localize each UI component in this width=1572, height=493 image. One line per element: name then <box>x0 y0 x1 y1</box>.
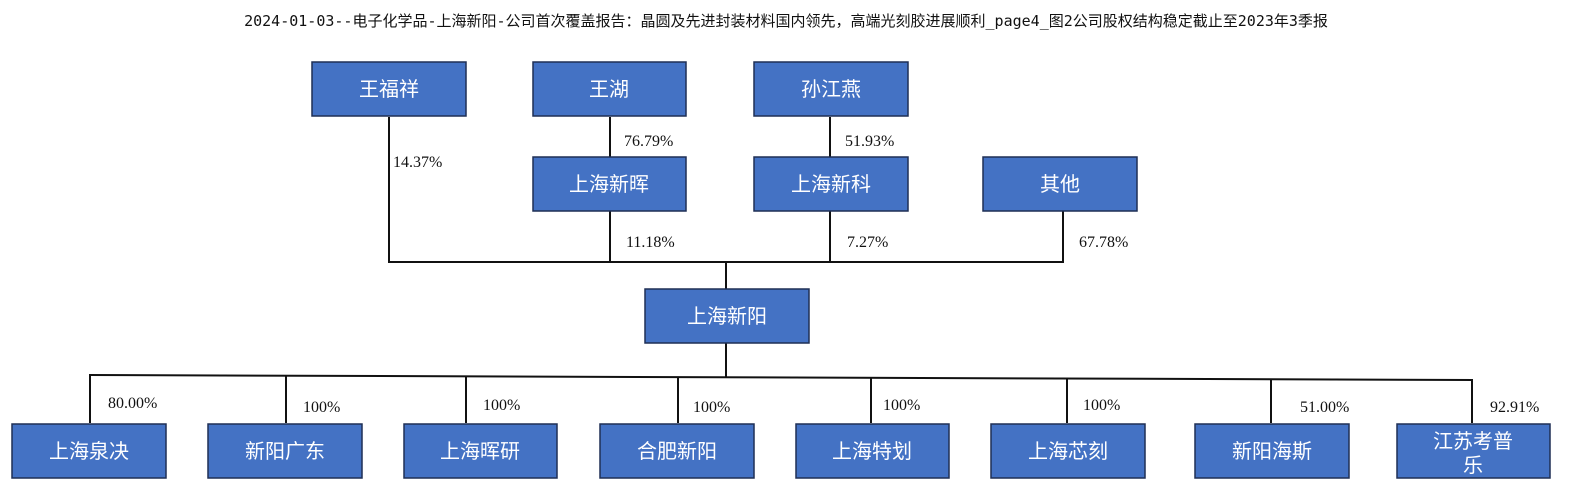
share-tehua: 100% <box>883 397 920 414</box>
node-label: 上海新阳 <box>687 304 767 328</box>
node-label-line2: 乐 <box>1463 453 1483 477</box>
node-label: 上海晖研 <box>440 439 520 463</box>
node-wang-hu: 王湖 <box>532 61 687 117</box>
connector-lines <box>88 117 1474 423</box>
share-wangfuxiang-xinyang: 14.37% <box>393 154 442 171</box>
node-label: 合肥新阳 <box>637 439 717 463</box>
node-label: 孙江燕 <box>801 77 861 101</box>
node-jiangsu-kaopule: 江苏考普 乐 <box>1396 423 1551 479</box>
node-label: 上海新晖 <box>569 172 649 196</box>
share-kaopule: 92.91% <box>1490 399 1539 416</box>
share-others-xinyang: 67.78% <box>1079 234 1128 251</box>
share-sun-xinke: 51.93% <box>845 133 894 150</box>
node-sh-tehua: 上海特划 <box>795 423 950 479</box>
node-xinyang-haisi: 新阳海斯 <box>1194 423 1350 479</box>
share-xinke2: 100% <box>1083 397 1120 414</box>
share-xinhui-xinyang: 11.18% <box>626 234 675 251</box>
node-label: 王福祥 <box>359 77 419 101</box>
node-sh-huiyan: 上海晖研 <box>403 423 558 479</box>
node-sh-quanjue: 上海泉决 <box>11 423 167 479</box>
node-sh-xinke-chip: 上海芯刻 <box>990 423 1146 479</box>
share-haisi: 51.00% <box>1300 399 1349 416</box>
lower-bus <box>88 374 1474 381</box>
node-label: 新阳海斯 <box>1232 439 1312 463</box>
node-label: 王湖 <box>589 77 629 101</box>
node-sun-jiangyan: 孙江燕 <box>753 61 909 117</box>
node-xinyang-guangdong: 新阳广东 <box>207 423 363 479</box>
node-others: 其他 <box>982 156 1138 212</box>
share-guangdong: 100% <box>303 399 340 416</box>
share-xinke-xinyang: 7.27% <box>847 234 888 251</box>
share-wanghu-xinhui: 76.79% <box>624 133 673 150</box>
node-label: 其他 <box>1040 172 1080 196</box>
share-quanjue: 80.00% <box>108 395 157 412</box>
node-label-line1: 江苏考普 <box>1433 429 1513 453</box>
share-hefei: 100% <box>693 399 730 416</box>
share-labels: 76.79% 51.93% 14.37% 11.18% 7.27% 67.78%… <box>108 133 1539 416</box>
node-sh-xinhui: 上海新晖 <box>532 156 687 212</box>
node-label: 上海芯刻 <box>1028 439 1108 463</box>
figure-title: 2024-01-03--电子化学品-上海新阳-公司首次覆盖报告：晶圆及先进封装材… <box>244 12 1328 30</box>
node-label: 上海新科 <box>791 172 871 196</box>
node-hefei-xinyang: 合肥新阳 <box>599 423 755 479</box>
node-label: 上海特划 <box>832 439 912 463</box>
node-sh-xinyang: 上海新阳 <box>644 288 810 344</box>
node-label: 上海泉决 <box>49 439 129 463</box>
node-wang-fuxiang: 王福祥 <box>311 61 467 117</box>
share-huiyan: 100% <box>483 397 520 414</box>
node-label: 新阳广东 <box>245 439 325 463</box>
node-sh-xinke: 上海新科 <box>753 156 909 212</box>
